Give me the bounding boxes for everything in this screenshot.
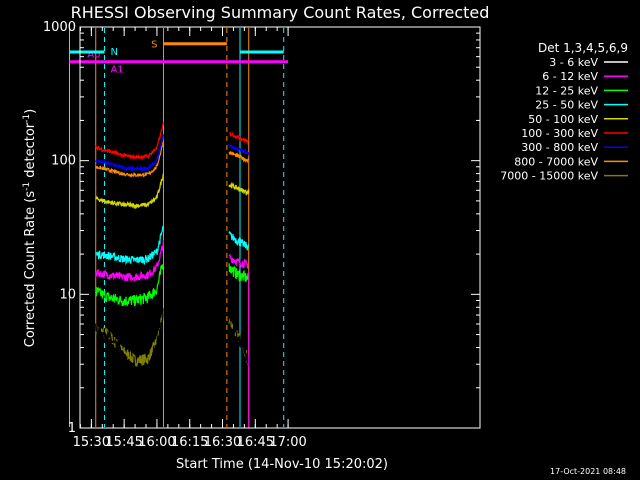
y-tick-label: 10 [59, 287, 76, 302]
x-tick-label: 16:15 [171, 435, 208, 450]
night-label: N [110, 47, 117, 58]
series-line [95, 264, 164, 308]
x-tick-label: 15:45 [105, 435, 142, 450]
x-tick-label: 16:30 [204, 435, 241, 450]
y-axis-ticks: 1 10 100 1000 [43, 20, 480, 436]
legend-entry-label: 300 - 800 keV [521, 141, 598, 154]
attenuator-label-a0: A0 [87, 50, 100, 61]
legend-entry-label: 7000 - 15000 keV [500, 170, 598, 183]
series-line [228, 181, 250, 196]
series-line [228, 150, 249, 164]
series-line [95, 225, 164, 266]
series-line [95, 240, 164, 282]
attenuator-label-a1: A1 [110, 65, 123, 76]
legend-entry-label: 50 - 100 keV [528, 113, 598, 126]
legend-entry-label: 12 - 25 keV [535, 84, 598, 97]
y-tick-label: 1 [68, 421, 76, 436]
x-tick-label: 16:00 [138, 435, 175, 450]
y-axis-label-part-1: Corrected Count Rate (s [23, 191, 38, 348]
footer-date: 17-Oct-2021 08:48 [550, 467, 626, 476]
legend-entry-label: 25 - 50 keV [535, 99, 598, 112]
series-line [95, 173, 164, 210]
series-line [228, 253, 249, 269]
series-line [228, 263, 250, 282]
series-line [228, 131, 250, 146]
series-line [228, 231, 250, 251]
series-line [95, 122, 164, 161]
series-line [228, 312, 250, 367]
y-axis-label-sup-2: -1 [22, 114, 32, 123]
axes [79, 26, 481, 429]
y-axis-label: Corrected Count Rate (s-1 detector-1) [22, 109, 38, 347]
event-markers: A0 A1 N S [69, 28, 289, 427]
legend-entry-label: 6 - 12 keV [542, 70, 598, 83]
x-tick-label: 17:00 [269, 435, 306, 450]
series-line [228, 144, 250, 157]
legend-entry-label: 800 - 7000 keV [514, 155, 598, 168]
series-layer [95, 122, 250, 428]
series-line [95, 134, 164, 173]
saa-label: S [151, 40, 157, 51]
plot-frame [79, 26, 481, 429]
chart-title: RHESSI Observing Summary Count Rates, Co… [71, 3, 490, 22]
series-line [95, 307, 164, 381]
x-tick-label: 15:30 [73, 435, 110, 450]
legend-entry-label: 100 - 300 keV [521, 127, 598, 140]
x-tick-label: 16:45 [237, 435, 274, 450]
legend-entry-label: 3 - 6 keV [549, 56, 598, 69]
x-axis-label: Start Time (14-Nov-10 15:20:02) [176, 457, 388, 472]
legend-title: Det 1,3,4,5,6,9 [538, 41, 628, 55]
y-axis-label-sup-1: -1 [22, 182, 32, 191]
series-line [95, 139, 164, 179]
y-tick-label: 1000 [43, 20, 76, 35]
y-tick-label: 100 [51, 154, 76, 169]
y-axis-label-part-3: ) [23, 109, 38, 114]
y-axis-label-part-2: detector [23, 122, 38, 182]
